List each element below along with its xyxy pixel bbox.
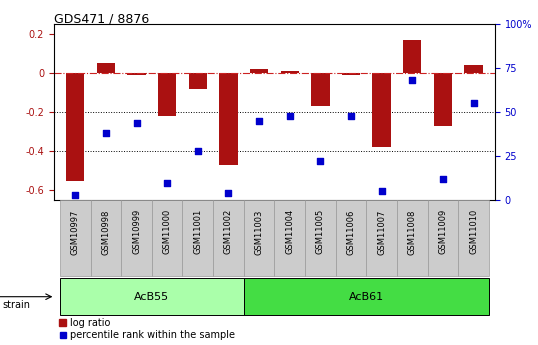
Bar bbox=[464, 65, 483, 73]
Bar bbox=[428, 200, 458, 276]
Bar bbox=[128, 73, 146, 75]
Point bbox=[377, 188, 386, 194]
Bar bbox=[60, 278, 244, 315]
Bar bbox=[305, 200, 336, 276]
Point bbox=[285, 113, 294, 118]
Point bbox=[102, 130, 110, 136]
Bar bbox=[403, 40, 421, 73]
Bar bbox=[66, 73, 84, 180]
Bar bbox=[274, 200, 305, 276]
Bar bbox=[152, 200, 182, 276]
Text: GSM10997: GSM10997 bbox=[70, 209, 80, 255]
Bar bbox=[311, 73, 329, 106]
Point bbox=[469, 101, 478, 106]
Text: AcB55: AcB55 bbox=[134, 292, 169, 302]
Point bbox=[346, 113, 355, 118]
Bar bbox=[434, 73, 452, 126]
Point bbox=[438, 176, 447, 182]
Bar bbox=[90, 200, 121, 276]
Bar bbox=[60, 200, 90, 276]
Point bbox=[71, 192, 80, 198]
Bar bbox=[121, 200, 152, 276]
Bar bbox=[158, 73, 176, 116]
Legend: log ratio, percentile rank within the sample: log ratio, percentile rank within the sa… bbox=[59, 318, 235, 340]
Bar bbox=[244, 278, 489, 315]
Text: GSM11010: GSM11010 bbox=[469, 209, 478, 255]
Text: GSM11003: GSM11003 bbox=[254, 209, 264, 255]
Bar bbox=[458, 200, 489, 276]
Bar bbox=[189, 73, 207, 89]
Bar bbox=[213, 200, 244, 276]
Text: GSM10998: GSM10998 bbox=[101, 209, 110, 255]
Text: GSM11007: GSM11007 bbox=[377, 209, 386, 255]
Bar bbox=[244, 200, 274, 276]
Text: GSM11008: GSM11008 bbox=[408, 209, 417, 255]
Point bbox=[132, 120, 141, 126]
Point bbox=[408, 78, 416, 83]
Bar bbox=[280, 71, 299, 73]
Text: GSM11006: GSM11006 bbox=[346, 209, 356, 255]
Text: GSM11005: GSM11005 bbox=[316, 209, 325, 255]
Text: strain: strain bbox=[3, 300, 31, 310]
Bar bbox=[372, 73, 391, 147]
Text: GSM11009: GSM11009 bbox=[438, 209, 448, 255]
Point bbox=[163, 180, 172, 185]
Point bbox=[194, 148, 202, 154]
Text: GSM10999: GSM10999 bbox=[132, 209, 141, 255]
Point bbox=[255, 118, 264, 124]
Bar bbox=[250, 69, 268, 73]
Text: GSM11004: GSM11004 bbox=[285, 209, 294, 255]
Bar bbox=[336, 200, 366, 276]
Point bbox=[316, 159, 324, 164]
Text: GSM11002: GSM11002 bbox=[224, 209, 233, 255]
Bar bbox=[397, 200, 428, 276]
Bar bbox=[342, 73, 360, 75]
Bar bbox=[97, 63, 115, 73]
Bar bbox=[220, 73, 238, 165]
Point bbox=[224, 190, 233, 196]
Text: GSM11000: GSM11000 bbox=[162, 209, 172, 255]
Bar bbox=[182, 200, 213, 276]
Bar bbox=[366, 200, 397, 276]
Text: GDS471 / 8876: GDS471 / 8876 bbox=[54, 12, 149, 25]
Text: GSM11001: GSM11001 bbox=[193, 209, 202, 255]
Text: AcB61: AcB61 bbox=[349, 292, 384, 302]
